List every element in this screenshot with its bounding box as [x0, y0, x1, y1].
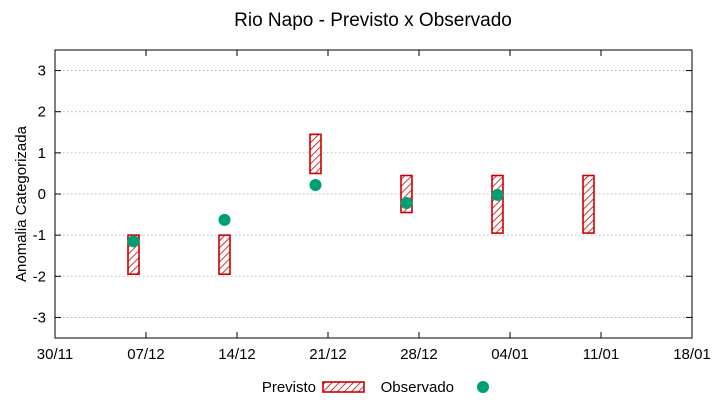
x-tick-label: 28/12 — [400, 346, 438, 363]
grid-lines — [55, 70, 692, 318]
y-axis-ticks: 3 2 1 0 -1 -2 -3 — [33, 63, 692, 326]
observado-point — [218, 213, 231, 226]
previsto-range-box — [400, 174, 413, 214]
previsto-range-box — [491, 174, 504, 234]
y-tick-label: -2 — [33, 268, 46, 285]
x-tick-label: 21/12 — [309, 346, 347, 363]
legend-label-observado: Observado — [381, 379, 454, 396]
y-tick-label: -3 — [33, 309, 46, 326]
y-tick-label: 3 — [38, 63, 46, 80]
previsto-range-box — [127, 234, 140, 276]
observado-point — [309, 178, 322, 191]
legend-swatch-observado — [477, 381, 489, 393]
observado-point — [491, 188, 504, 201]
y-tick-label: -1 — [33, 227, 46, 244]
y-tick-label: 1 — [38, 145, 46, 162]
x-tick-label: 30/11 — [37, 346, 73, 363]
x-tick-label: 07/12 — [127, 346, 165, 363]
chart-title: Rio Napo - Previsto x Observado — [234, 10, 512, 31]
observado-point — [400, 197, 413, 210]
x-axis-ticks: 30/11 07/12 14/12 21/12 28/12 04/01 11/01 18/01 — [37, 50, 711, 363]
previsto-range-box — [582, 174, 595, 234]
y-tick-label: 0 — [38, 186, 46, 203]
legend-swatch-previsto — [322, 381, 365, 393]
previsto-range-box — [218, 234, 231, 276]
x-tick-label: 04/01 — [491, 346, 529, 363]
x-tick-label: 14/12 — [218, 346, 256, 363]
legend: Previsto Observado — [262, 379, 489, 396]
y-tick-label: 2 — [38, 104, 46, 121]
x-tick-label: 18/01 — [673, 346, 711, 363]
previsto-range-box — [309, 133, 322, 175]
x-tick-label: 11/01 — [583, 346, 619, 363]
legend-label-previsto: Previsto — [262, 379, 316, 396]
data-marks — [127, 133, 595, 276]
observado-point — [127, 235, 140, 248]
y-axis-label: Anomalia Categorizada — [13, 125, 30, 282]
